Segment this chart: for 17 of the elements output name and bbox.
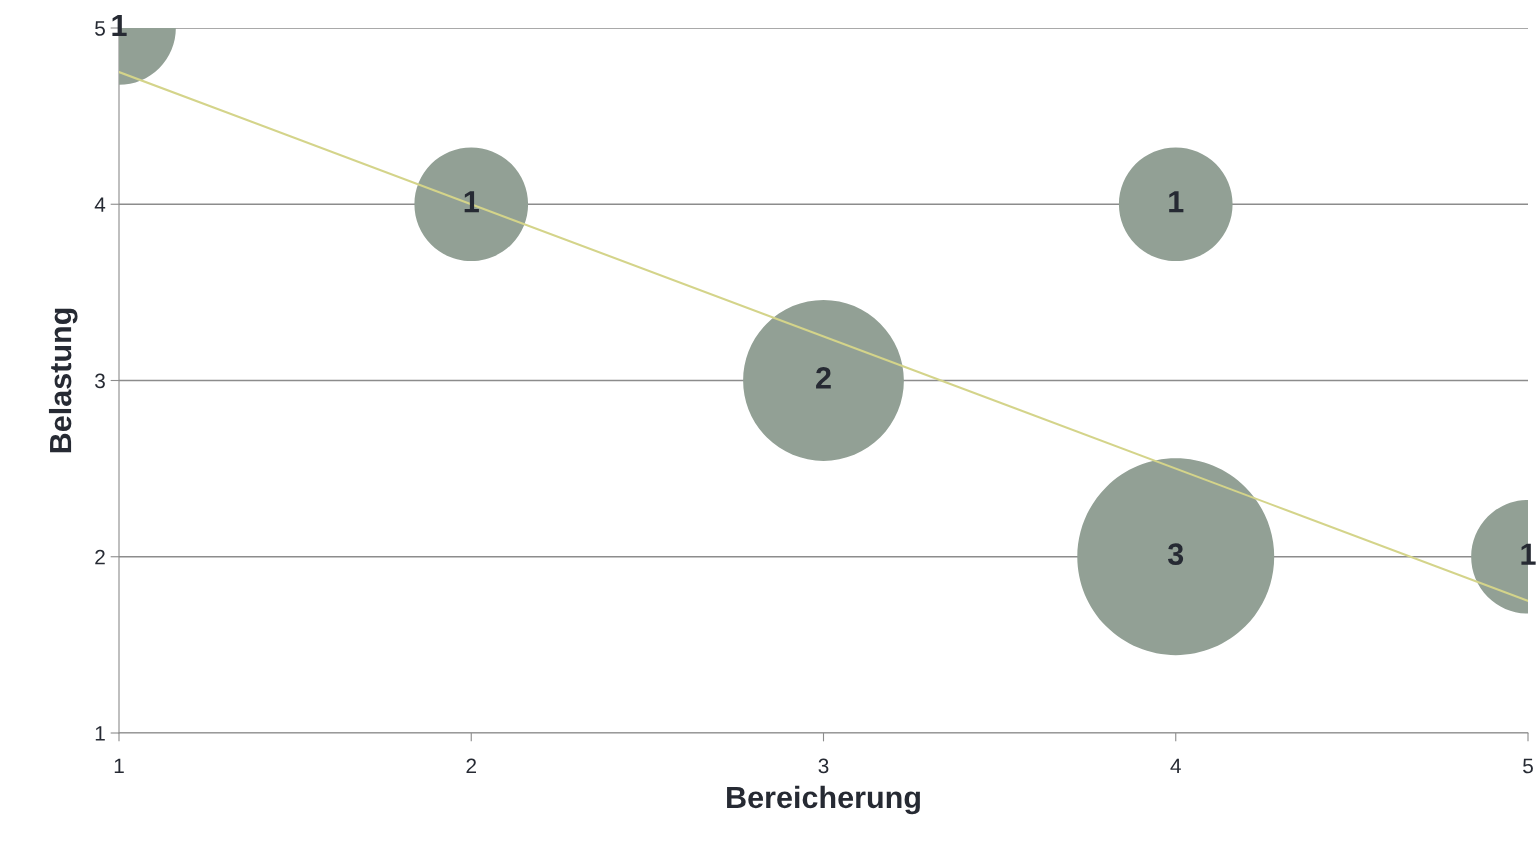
x-tick-label: 5: [1523, 758, 1533, 774]
y-axis-title: Belastung: [48, 308, 78, 453]
data-label: 1: [1169, 191, 1184, 213]
y-tick-label: 2: [95, 549, 105, 565]
y-tick-label: 5: [95, 21, 105, 36]
data-label: 2: [816, 367, 831, 389]
y-tick-label: 3: [95, 373, 105, 389]
data-label: 3: [1167, 543, 1184, 565]
y-tick-label: 4: [94, 197, 106, 212]
x-tick-label: 4: [1170, 758, 1181, 774]
data-label: 1: [112, 14, 127, 36]
x-tick-label: 3: [818, 758, 829, 774]
x-tick-label: 2: [466, 758, 476, 774]
x-tick-label: 1: [114, 758, 124, 774]
x-axis-title: Bereicherung: [727, 785, 920, 815]
y-tick-label: 1: [95, 726, 105, 741]
data-label: 1: [1521, 543, 1536, 565]
